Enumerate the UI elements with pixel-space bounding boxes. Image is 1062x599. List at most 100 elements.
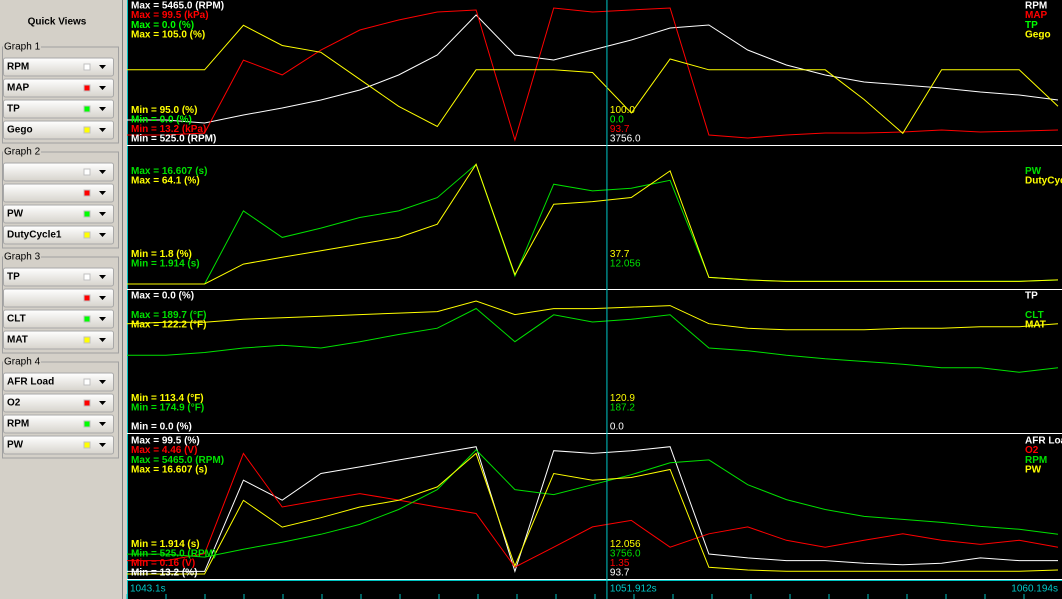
min-label: Min = 1.914 (s) (131, 539, 200, 550)
channel-select[interactable] (3, 204, 114, 224)
min-label: Min = 0.16 (V) (131, 558, 195, 569)
dropdown-arrow[interactable] (99, 65, 106, 69)
channel-select[interactable] (3, 162, 114, 182)
trace (127, 452, 1059, 575)
time-cursor: 1051.912s (610, 584, 657, 595)
min-label: Min = 525.0 (RPM) (131, 134, 216, 145)
trace (127, 7, 1059, 142)
channel-label: DutyCycle1 (7, 230, 62, 241)
cursor-value: 0.0 (610, 114, 624, 125)
max-label: Max = 64.1 (%) (131, 175, 200, 186)
dropdown-arrow[interactable] (99, 233, 106, 237)
channel-color (83, 105, 91, 113)
channel-label: PW (7, 440, 24, 451)
channel-name: PW (1025, 166, 1042, 177)
group-box (2, 361, 119, 459)
channel-label: AFR Load (7, 377, 54, 388)
channel-select[interactable] (3, 372, 114, 392)
dropdown-arrow[interactable] (99, 191, 106, 195)
group-title: Graph 3 (4, 252, 41, 263)
dropdown-arrow[interactable] (99, 296, 106, 300)
channel-select[interactable] (3, 57, 114, 77)
max-label: Max = 5465.0 (RPM) (131, 455, 224, 466)
channel-select[interactable] (3, 435, 114, 455)
channel-name: MAP (1025, 10, 1048, 21)
group-label-bg (3, 41, 41, 53)
dropdown-arrow[interactable] (99, 422, 106, 426)
cursor-value: 12.056 (610, 258, 641, 269)
channel-label: TP (7, 104, 20, 115)
group-box (2, 151, 119, 249)
channel-label: TP (7, 272, 20, 283)
dropdown-arrow[interactable] (99, 128, 106, 132)
trace (127, 307, 1059, 373)
min-label: Min = 95.0 (%) (131, 105, 197, 116)
channel-name: TP (1025, 20, 1038, 31)
channel-select[interactable] (3, 309, 114, 329)
channel-color (83, 294, 91, 302)
min-label: Min = 174.9 (°F) (131, 402, 204, 413)
dropdown-arrow[interactable] (99, 212, 106, 216)
channel-name: AFR Load (1025, 436, 1062, 447)
channel-label: O2 (7, 398, 21, 409)
channel-select[interactable] (3, 393, 114, 413)
dropdown-arrow[interactable] (99, 443, 106, 447)
dropdown-arrow[interactable] (99, 380, 106, 384)
channel-select[interactable] (3, 225, 114, 245)
dropdown-arrow[interactable] (99, 170, 106, 174)
group-label-bg (3, 251, 41, 263)
min-label: Min = 13.2 (%) (131, 568, 197, 579)
channel-name: TP (1025, 291, 1038, 302)
channel-label: CLT (7, 314, 26, 325)
time-start: 1043.1s (130, 584, 166, 595)
channel-color (83, 315, 91, 323)
max-label: Max = 16.607 (s) (131, 166, 207, 177)
channel-color (83, 210, 91, 218)
group-title: Graph 4 (4, 357, 41, 368)
dropdown-arrow[interactable] (99, 107, 106, 111)
dropdown-arrow[interactable] (99, 317, 106, 321)
channel-color (83, 84, 91, 92)
cursor-value: 37.7 (610, 249, 630, 260)
cursor-value: 1.35 (610, 558, 630, 569)
cursor-value: 93.7 (610, 568, 630, 579)
channel-select[interactable] (3, 120, 114, 140)
channel-select[interactable] (3, 99, 114, 119)
channel-color (83, 378, 91, 386)
cursor-value: 120.9 (610, 393, 635, 404)
channel-select[interactable] (3, 330, 114, 350)
min-label: Min = 0.0 (%) (131, 114, 192, 125)
channel-name: CLT (1025, 310, 1044, 321)
min-label: Min = 113.4 (°F) (131, 393, 204, 404)
cursor-value: 100.0 (610, 105, 635, 116)
channel-select[interactable] (3, 288, 114, 308)
trace (126, 300, 1059, 331)
dropdown-arrow[interactable] (99, 86, 106, 90)
channel-label: PW (7, 209, 24, 220)
max-label: Max = 0.0 (%) (131, 291, 194, 302)
channel-color (83, 189, 91, 197)
channel-select[interactable] (3, 78, 114, 98)
max-label: Max = 99.5 (kPa) (131, 10, 209, 21)
dropdown-arrow[interactable] (99, 338, 106, 342)
channel-color (83, 336, 91, 344)
dropdown-arrow[interactable] (99, 401, 106, 405)
min-label: Min = 525.0 (RPM) (131, 548, 216, 559)
channel-select[interactable] (3, 183, 114, 203)
trace (127, 449, 1059, 558)
channel-name: Gego (1025, 29, 1051, 40)
channel-select[interactable] (3, 414, 114, 434)
min-label: Min = 0.0 (%) (131, 422, 192, 433)
channel-color (83, 168, 91, 176)
channel-select[interactable] (3, 267, 114, 287)
dropdown-arrow[interactable] (99, 275, 106, 279)
trace (127, 163, 1059, 285)
group-box (2, 46, 119, 144)
channel-color (83, 126, 91, 134)
channel-label: RPM (7, 419, 29, 430)
channel-name: PW (1025, 464, 1042, 475)
group-label-bg (3, 146, 41, 158)
max-label: Max = 189.7 (°F) (131, 310, 206, 321)
